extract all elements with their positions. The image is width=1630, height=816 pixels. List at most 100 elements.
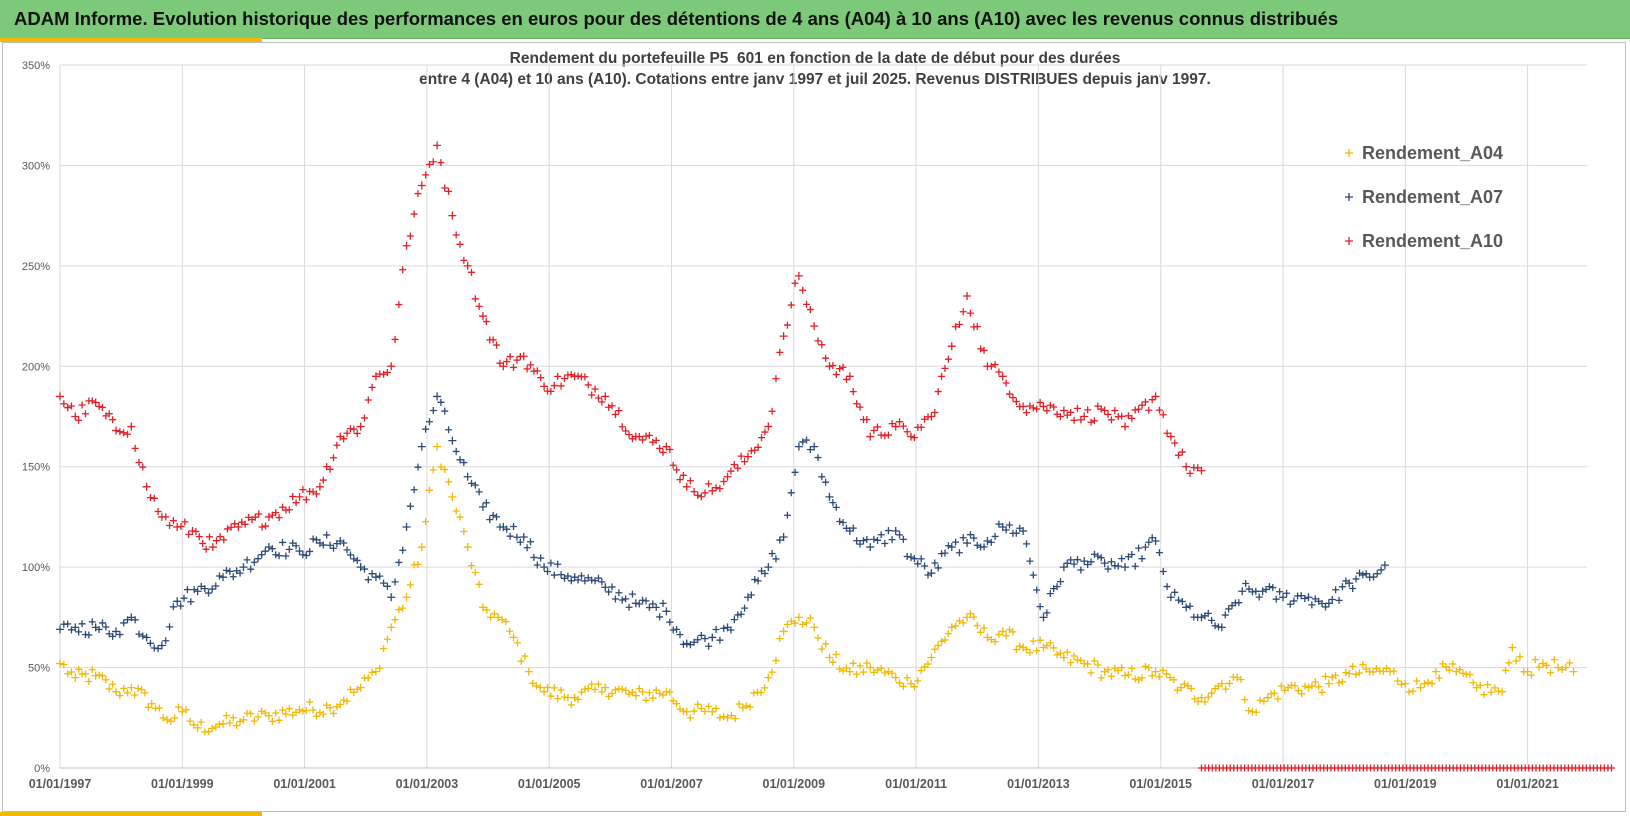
data-point (239, 563, 248, 572)
data-point (1012, 529, 1020, 537)
data-point (598, 398, 606, 406)
data-point (353, 685, 361, 693)
data-point (243, 556, 251, 564)
data-point (91, 398, 100, 407)
data-point (564, 572, 572, 580)
data-point (737, 452, 745, 460)
data-point (1175, 596, 1183, 604)
y-tick-label: 50% (28, 663, 50, 675)
data-point (1424, 678, 1432, 686)
data-point (1026, 557, 1034, 565)
data-point (1324, 679, 1333, 688)
data-point (708, 486, 717, 495)
data-point (1002, 526, 1010, 534)
data-point (791, 468, 799, 476)
y-tick-label: 100% (22, 562, 50, 574)
data-point (264, 512, 273, 521)
data-point (380, 645, 388, 653)
data-point (694, 636, 702, 644)
data-point (1281, 686, 1289, 694)
data-point (772, 375, 780, 383)
data-point (768, 668, 776, 676)
data-point (247, 710, 255, 718)
data-point (803, 436, 811, 444)
data-point (1036, 603, 1044, 611)
data-point (282, 710, 290, 718)
data-point (417, 181, 426, 190)
data-point (187, 598, 195, 606)
data-point (215, 720, 223, 728)
data-point (645, 689, 653, 697)
data-point (1107, 416, 1115, 424)
data-point (292, 499, 300, 507)
data-point (686, 641, 694, 649)
data-point (112, 426, 121, 435)
data-point (201, 585, 209, 593)
data-point (1107, 672, 1115, 680)
legend-marker (1345, 237, 1353, 245)
data-point (567, 701, 575, 709)
data-point (452, 231, 460, 239)
data-point (588, 680, 596, 688)
data-point (1023, 540, 1031, 548)
data-point (625, 431, 633, 439)
data-point (1435, 674, 1443, 682)
data-point (1036, 636, 1044, 644)
data-point (791, 279, 799, 287)
data-point (952, 622, 960, 630)
data-point (456, 513, 464, 521)
data-point (944, 629, 952, 637)
data-point (124, 616, 132, 624)
data-point (794, 442, 803, 451)
data-point (622, 595, 630, 603)
data-point (406, 581, 414, 589)
data-point (102, 623, 110, 631)
data-point (891, 422, 900, 431)
x-tick-label: 01/01/1997 (29, 777, 92, 791)
data-point (708, 633, 717, 642)
data-point (577, 688, 585, 696)
data-point (1290, 597, 1298, 605)
data-point (550, 382, 558, 390)
data-point (966, 610, 974, 618)
data-point (483, 606, 491, 614)
data-point (818, 473, 826, 481)
data-point (540, 382, 549, 391)
data-point (353, 556, 361, 564)
data-point (336, 701, 344, 709)
data-point (1245, 707, 1253, 715)
data-point (219, 573, 228, 582)
data-point (448, 211, 457, 220)
data-point (102, 676, 110, 684)
data-point (279, 706, 287, 714)
data-point (186, 717, 194, 725)
data-point (1141, 662, 1149, 670)
data-point (931, 645, 939, 653)
data-point (896, 531, 904, 539)
data-point (64, 620, 72, 628)
data-point (496, 523, 504, 531)
data-point (142, 633, 151, 642)
data-point (863, 416, 871, 424)
data-point (60, 661, 68, 669)
data-point (498, 616, 506, 624)
data-point (1242, 580, 1250, 588)
data-point (445, 187, 453, 195)
data-point (608, 689, 616, 697)
data-point (1484, 681, 1492, 689)
data-point (506, 627, 514, 635)
data-point (1328, 595, 1336, 603)
data-point (395, 301, 403, 309)
data-point (1390, 667, 1398, 675)
data-point (1053, 583, 1061, 591)
data-point (1512, 657, 1520, 665)
data-point (1431, 667, 1440, 676)
data-point (85, 678, 93, 686)
data-point (682, 482, 691, 491)
data-point (356, 683, 365, 692)
data-point (832, 503, 840, 511)
data-point (1225, 605, 1233, 613)
data-point (190, 721, 198, 729)
data-point (631, 691, 640, 700)
data-point (1352, 575, 1360, 583)
